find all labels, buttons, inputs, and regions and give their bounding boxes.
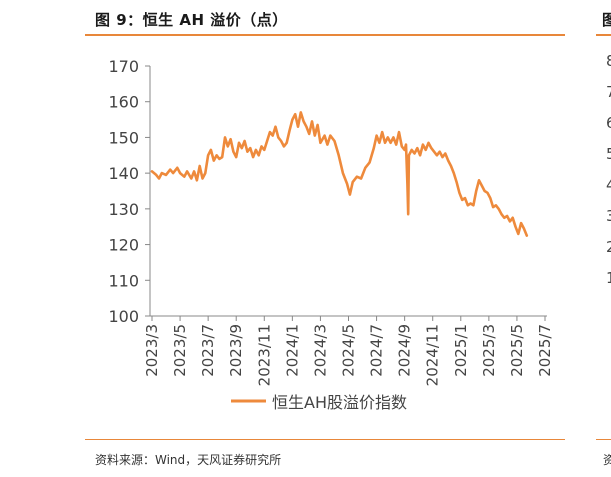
x-tick-label: 2024/1 [283,324,301,377]
x-tick-label: 2024/11 [424,324,442,386]
x-tick-label: 2025/7 [536,324,554,377]
series-line-0 [150,111,529,237]
y-tick-label: 100 [108,307,139,326]
x-tick-label: 2023/3 [143,324,161,377]
adjacent-figure-title-fragment: 图 [602,11,611,29]
y-axis: 100 110 120 130 140 150 160 170 [108,57,151,326]
adjacent-tick-fragment: 2 [606,238,611,256]
y-tick-label: 140 [108,164,139,183]
x-tick-label: 2024/9 [396,324,414,377]
adjacent-tick-fragment: 4 [606,176,611,194]
series-layer [150,111,529,237]
x-tick-label: 2023/11 [255,324,273,386]
x-tick-label: 2024/3 [311,324,329,377]
adjacent-tick-fragment: 6 [606,114,611,132]
x-axis: 2023/3 2023/5 2023/7 2023/9 2023/11 2024/1 202… [143,315,554,386]
x-tick-label: 2023/5 [171,324,189,377]
y-tick-label: 130 [108,200,139,219]
adjacent-tick-fragment: 5 [606,145,611,163]
x-tick-label: 2024/7 [368,324,386,377]
source-rule [85,439,565,440]
x-tick-label: 2025/1 [452,324,470,377]
y-tick-label: 120 [108,236,139,255]
adjacent-source-fragment: 资 [603,453,611,467]
figure-title: 图 9：恒生 AH 溢价（点） [95,11,288,29]
adjacent-title-rule [596,34,611,36]
y-tick-label: 110 [108,271,139,290]
adjacent-source-rule [596,439,611,440]
x-tick-label: 2025/3 [480,324,498,377]
y-tick-label: 150 [108,128,139,147]
legend-label: 恒生AH股溢价指数 [272,393,407,412]
x-tick-label: 2023/7 [199,324,217,377]
adjacent-tick-fragment: 3 [606,207,611,225]
y-tick-label: 160 [108,93,139,112]
x-tick-label: 2025/5 [508,324,526,377]
title-rule [85,34,565,36]
legend: 恒生AH股溢价指数 [231,393,407,412]
adjacent-tick-fragment: 8 [606,52,611,70]
y-tick-label: 170 [108,57,139,76]
source-note: 资料来源：Wind，天风证券研究所 [95,453,282,467]
x-tick-label: 2023/9 [227,324,245,377]
x-tick-label: 2024/5 [340,324,358,377]
adjacent-tick-fragment: 1 [606,269,611,287]
adjacent-tick-fragment: 7 [606,83,611,101]
